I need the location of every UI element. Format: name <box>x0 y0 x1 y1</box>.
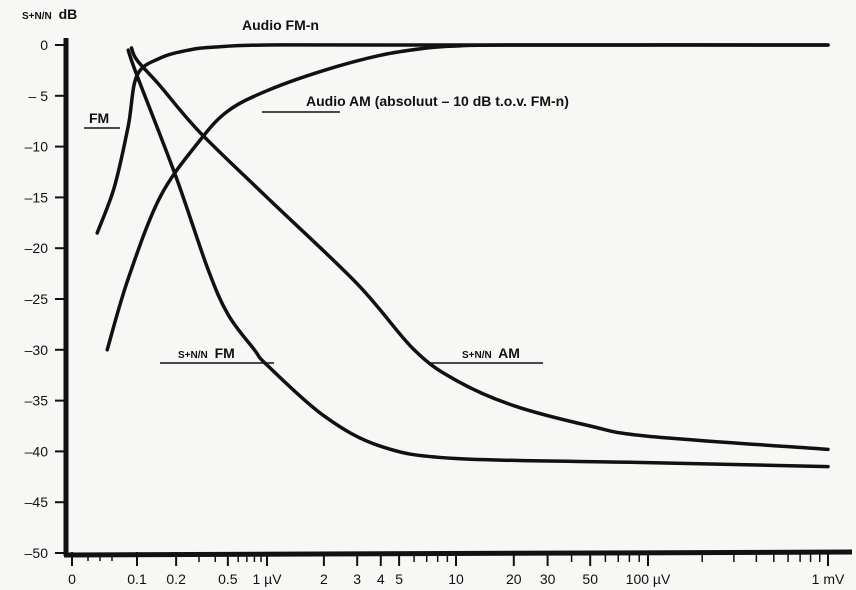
series-line-audio-am <box>105 43 830 352</box>
y-tick-label: –10 <box>25 139 49 155</box>
y-tick-label: –25 <box>25 291 49 307</box>
y-tick-label: – 5 <box>29 88 49 104</box>
x-tick-label: 0.5 <box>218 571 238 587</box>
y-tick-label: –40 <box>25 443 49 459</box>
x-tick-label: 50 <box>582 571 598 587</box>
y-axis-title: S+N/N dB <box>22 6 77 22</box>
x-tick-label: 20 <box>506 571 522 587</box>
x-tick-label: 5 <box>395 571 403 587</box>
x-tick-label: 0.2 <box>166 571 186 587</box>
y-tick-label: –20 <box>25 240 49 256</box>
y-tick-label: –15 <box>25 189 49 205</box>
annotation-snr-am-prefix: S+N/N <box>462 350 492 361</box>
annotation-snr-am: S+N/N AM <box>462 345 520 361</box>
annotation-snr-fm: S+N/N FM <box>178 345 235 361</box>
x-tick-label: 1 µV <box>252 571 282 587</box>
y-tick-label: 0 <box>40 37 48 53</box>
x-tick-label: 1 mV <box>812 571 845 587</box>
annotation-fm: FM <box>89 110 109 126</box>
annotation-snr-fm-prefix: S+N/N <box>178 350 208 361</box>
x-tick-label: 100 µV <box>626 571 671 587</box>
x-tick-label: 2 <box>320 571 328 587</box>
x-tick-label: 0 <box>68 571 76 587</box>
y-tick-label: –30 <box>25 342 49 358</box>
series-line-snr-fm <box>126 48 830 469</box>
x-axis-ticks: 0 0.1 0.2 0.5 1 µV 2 3 4 5 10 20 30 50 100 µV 1 mV <box>68 552 845 587</box>
y-tick-label: –35 <box>25 393 49 409</box>
x-tick-label: 30 <box>540 571 556 587</box>
annotation-audio-am: Audio AM (absoluut – 10 dB t.o.v. FM-n) <box>306 93 569 109</box>
annotation-snr-am-text: AM <box>498 345 520 361</box>
x-axis-line <box>63 549 853 558</box>
y-tick-label: –45 <box>25 494 49 510</box>
annotation-audio-fm-n: Audio FM-n <box>242 17 319 33</box>
series-line-snr-am <box>129 46 830 452</box>
x-tick-label: 0.1 <box>127 571 147 587</box>
y-axis-title-prefix: S+N/N <box>22 11 52 22</box>
x-tick-label: 3 <box>353 571 361 587</box>
y-axis-ticks: 0 – 5 –10 –15 –20 –25 –30 –35 –40 –45 –50 <box>25 37 66 561</box>
series-lines <box>95 43 830 469</box>
x-tick-label: 10 <box>448 571 464 587</box>
x-tick-label: 4 <box>377 571 385 587</box>
y-axis-title-unit: dB <box>59 6 78 22</box>
y-tick-label: –50 <box>25 545 49 561</box>
annotation-snr-fm-text: FM <box>215 345 235 361</box>
